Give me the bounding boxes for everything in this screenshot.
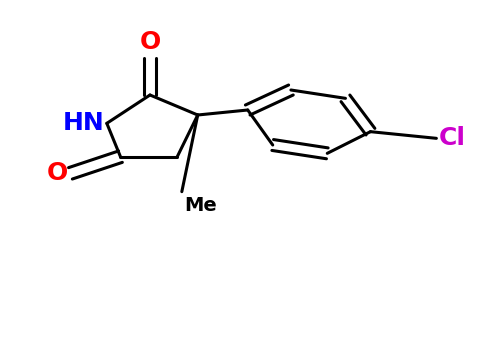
Text: Cl: Cl (438, 126, 466, 150)
Text: Me: Me (184, 196, 216, 215)
Text: O: O (47, 161, 68, 185)
Text: HN: HN (63, 111, 105, 135)
Text: O: O (140, 30, 160, 54)
